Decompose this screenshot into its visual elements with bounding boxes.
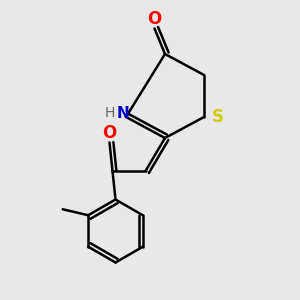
Text: S: S — [212, 108, 224, 126]
Text: O: O — [147, 11, 162, 28]
Text: O: O — [102, 124, 117, 142]
Text: N: N — [117, 106, 129, 121]
Text: H: H — [104, 106, 115, 120]
